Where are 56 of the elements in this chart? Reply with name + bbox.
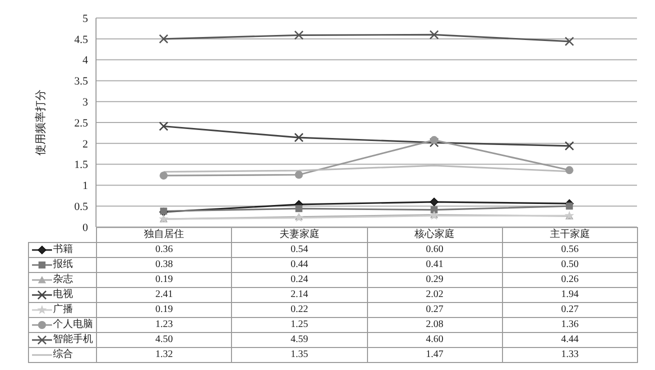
x-tick-label: 核心家庭 — [367, 228, 502, 242]
legend-label: 综合 — [53, 349, 73, 360]
data-label: 0.27 — [502, 302, 638, 318]
legend-label: 广播 — [53, 304, 73, 315]
y-tick-label: 5 — [82, 12, 88, 25]
data-label: 4.59 — [232, 332, 367, 348]
x-tick-label: 主干家庭 — [502, 228, 638, 242]
legend-label: 杂志 — [53, 274, 73, 285]
y-tick-label: 2 — [82, 138, 88, 150]
data-label: 0.26 — [502, 272, 638, 288]
legend-label: 智能手机 — [53, 334, 93, 345]
data-label: 0.50 — [502, 258, 638, 272]
legend-label: 电视 — [53, 289, 73, 300]
data-label: 4.50 — [96, 332, 232, 348]
data-label: 0.60 — [367, 242, 502, 258]
data-label: 0.36 — [96, 242, 232, 258]
data-label: 0.44 — [232, 258, 367, 272]
data-label: 0.29 — [367, 272, 502, 288]
data-label: 0.38 — [96, 258, 232, 272]
y-tick-label: 3 — [82, 96, 88, 109]
x-tick-label: 夫妻家庭 — [232, 228, 367, 242]
data-label: 1.35 — [232, 348, 367, 362]
y-tick-label: 1.5 — [74, 159, 88, 172]
data-label: 1.94 — [502, 288, 638, 302]
y-tick-label: 4.5 — [74, 34, 88, 46]
data-label: 2.08 — [367, 318, 502, 332]
data-label: 0.54 — [232, 242, 367, 258]
data-label: 1.32 — [96, 348, 232, 362]
y-tick-label: 0.5 — [74, 201, 88, 214]
x-tick-label: 独自居住 — [96, 228, 232, 242]
data-label: 0.24 — [232, 272, 367, 288]
legend-label: 报纸 — [53, 259, 73, 270]
data-label: 0.19 — [96, 302, 232, 318]
data-label: 1.23 — [96, 318, 232, 332]
y-tick-label: 1 — [82, 180, 88, 192]
data-label: 1.25 — [232, 318, 367, 332]
data-label: 0.56 — [502, 242, 638, 258]
data-label: 4.44 — [502, 332, 638, 348]
y-tick-label: 3.5 — [74, 76, 88, 88]
data-label: 1.47 — [367, 348, 502, 362]
y-tick-label: 0 — [82, 222, 88, 234]
data-label: 4.60 — [367, 332, 502, 348]
data-label: 2.41 — [96, 288, 232, 302]
data-label: 1.33 — [502, 348, 638, 362]
data-label: 0.22 — [232, 302, 367, 318]
legend-label: 书籍 — [53, 244, 73, 255]
y-axis-title: 使用频率打分 — [34, 90, 47, 156]
data-label: 2.02 — [367, 288, 502, 302]
data-label: 0.19 — [96, 272, 232, 288]
data-label: 0.27 — [367, 302, 502, 318]
data-label: 1.36 — [502, 318, 638, 332]
data-label: 0.41 — [367, 258, 502, 272]
legend-label: 个人电脑 — [53, 319, 93, 330]
y-tick-label: 2.5 — [74, 117, 88, 130]
data-label: 2.14 — [232, 288, 367, 302]
y-tick-label: 4 — [82, 54, 88, 67]
